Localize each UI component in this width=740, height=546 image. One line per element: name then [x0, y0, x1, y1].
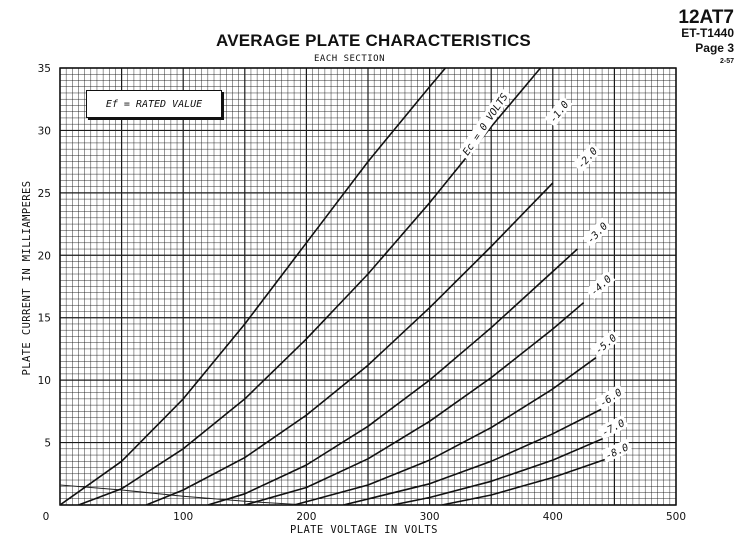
page-number: Page 3 [695, 41, 734, 55]
curve-label-background [582, 217, 612, 248]
chart-subtitle: EACH SECTION [314, 54, 386, 64]
curve-grid-minus5_0 [293, 357, 597, 505]
filament-annotation-box: Ef = RATED VALUE [86, 90, 222, 118]
x-tick-label: 100 [173, 511, 193, 523]
curve-label-background [457, 87, 512, 161]
curve-grid-minus2_0 [145, 182, 554, 505]
curve-label-group: -3.0 [582, 217, 612, 248]
x-tick-label: 300 [420, 511, 440, 523]
curve-label-background [597, 414, 629, 440]
plot-frame [59, 67, 677, 506]
curve-label-background [594, 383, 627, 411]
x-tick-label: 400 [543, 511, 563, 523]
x-tick-label: 0 [43, 511, 50, 523]
curve-grid-minus7_0 [392, 435, 609, 505]
dissipation-curve [60, 484, 307, 505]
y-tick-label: 30 [38, 125, 51, 137]
y-tick-label: 5 [44, 438, 51, 450]
curve-label-background [600, 439, 633, 463]
curve-label-background [585, 270, 616, 300]
y-tick-label: 25 [38, 188, 51, 200]
chart-title: AVERAGE PLATE CHARACTERISTICS [216, 31, 531, 50]
y-tick-label: 10 [38, 375, 51, 387]
curve-label-group: -4.0 [585, 270, 616, 300]
curve-label-background [590, 329, 621, 358]
curve-label-group: -2.0 [572, 142, 602, 173]
curve-grid-minus3_0 [207, 248, 578, 505]
x-tick-label: 500 [666, 511, 686, 523]
curve-label: Ec = 0 VOLTS [461, 92, 511, 158]
x-axis-label: PLATE VOLTAGE IN VOLTS [290, 524, 438, 536]
curve-label-group: -6.0 [594, 383, 627, 411]
tube-type: 12AT7 [678, 7, 734, 28]
curve-label-background [544, 96, 573, 127]
y-tick-label: 15 [38, 313, 51, 325]
y-tick-label: 20 [38, 250, 51, 262]
curve-grid-minus4_0 [244, 302, 585, 505]
curve-grid-minus8_0 [441, 455, 615, 505]
curve-label-background [572, 142, 602, 173]
y-tick-label: 35 [38, 63, 51, 75]
x-tick-label: 200 [296, 511, 316, 523]
document-code: ET-T1440 [681, 26, 734, 40]
curve-grid-minus6_0 [343, 408, 603, 505]
y-axis-label: PLATE CURRENT IN MILLIAMPERES [21, 180, 33, 376]
revision-date: 2-57 [719, 58, 734, 65]
curve-grid-0 [60, 68, 447, 505]
curve-label-group: -5.0 [590, 329, 621, 358]
